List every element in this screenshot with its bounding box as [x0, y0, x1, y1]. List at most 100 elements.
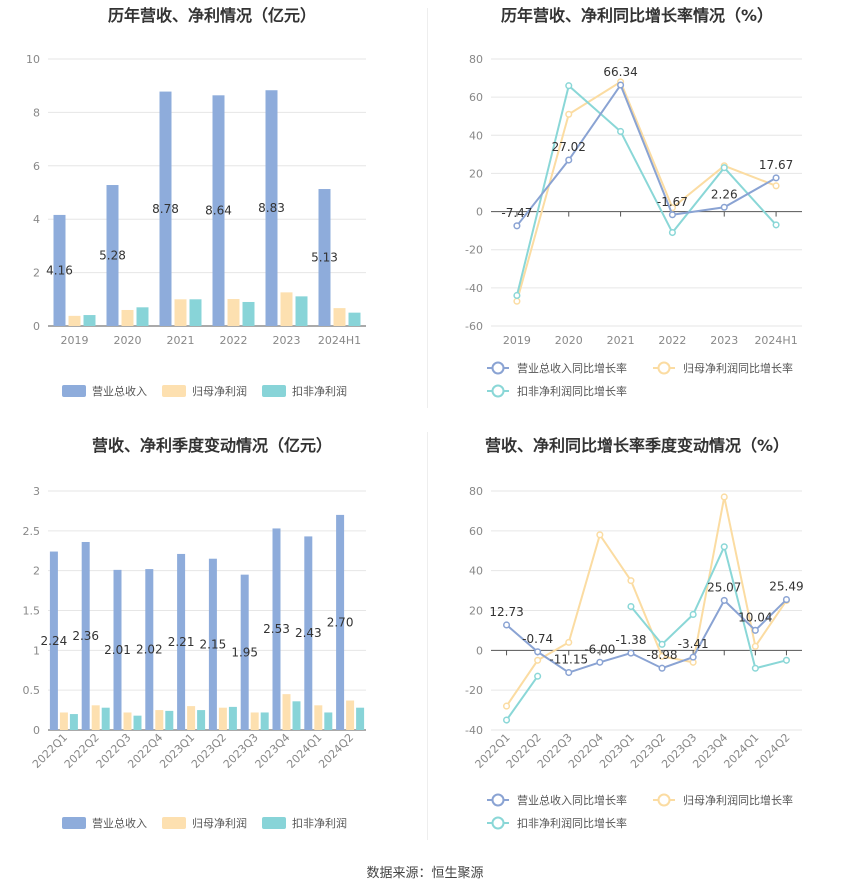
bar-value-label: 2.36 [72, 629, 99, 643]
x-tick-label: 2020 [114, 334, 142, 347]
x-tick-label: 2022 [658, 334, 686, 347]
legend-label: 扣非净利润同比增长率 [517, 384, 627, 398]
x-tick-label: 2024H1 [754, 334, 797, 347]
legend-marker-swatch [491, 361, 505, 375]
legend-marker-swatch [491, 793, 505, 807]
y-tick-label: 6 [33, 160, 40, 173]
legend-label: 归母净利润 [192, 384, 247, 398]
legend-swatch [262, 817, 286, 829]
x-tick-label: 2019 [61, 334, 89, 347]
point-2023Q4-营业总收入同比增长率 [720, 596, 728, 604]
legend-label: 归母净利润 [192, 816, 247, 830]
x-tick-label: 2020 [555, 334, 583, 347]
point-2024H1-扣非净利润同比增长率 [772, 221, 780, 229]
point-value-label: -8.98 [647, 648, 678, 662]
y-tick-label: 3 [33, 485, 40, 498]
bar-value-label: 8.78 [152, 202, 179, 216]
y-tick-label: 60 [469, 91, 483, 104]
legend-label: 营业总收入同比增长率 [517, 361, 627, 375]
bar-value-label: 2.53 [263, 622, 290, 636]
legend-marker-swatch [657, 793, 671, 807]
annual-revenue-profit-chart: 历年营收、净利情况（亿元） 0 2 4 6 8 10 4.16 2019 5.28 2020 8.78… [0, 0, 425, 430]
point-value-label: 10.04 [738, 610, 772, 624]
point-2023Q4-扣非净利润同比增长率 [720, 543, 728, 551]
point-2019-归母净利润同比增长率 [513, 297, 521, 305]
y-tick-label: 40 [469, 565, 483, 578]
point-value-label: 2.26 [711, 187, 738, 201]
point-value-label: -6.00 [584, 642, 615, 656]
y-tick-label: -20 [465, 244, 483, 257]
legend-label: 扣非净利润同比增长率 [517, 816, 627, 830]
point-2022Q2-归母净利润同比增长率 [534, 656, 542, 664]
x-tick-label: 2021 [607, 334, 635, 347]
legend-swatch [162, 385, 186, 397]
point-value-label: -7.47 [501, 206, 532, 220]
point-value-label: 12.73 [489, 605, 523, 619]
point-2020-扣非净利润同比增长率 [565, 82, 573, 90]
bar-2023-归母净利润 [280, 292, 293, 326]
bar-value-label: 1.95 [231, 645, 258, 659]
quarterly-growth-rate-chart: 营收、净利同比增长率季度变动情况（%） -40 -20 0 20 40 60 80 2022Q1… [425, 430, 850, 860]
y-tick-label: 0 [33, 320, 40, 333]
legend-label: 归母净利润同比增长率 [683, 793, 793, 807]
bar-2024Q2-营业总收入 [336, 514, 345, 730]
point-2024Q1-归母净利润同比增长率 [751, 642, 759, 650]
chart-svg: 历年营收、净利情况（亿元） 0 2 4 6 8 10 4.16 2019 5.28 2020 8.78… [26, 6, 366, 398]
bar-2021-归母净利润 [174, 299, 187, 326]
bar-2023Q1-归母净利润 [187, 706, 196, 730]
bar-2023Q4-营业总收入 [272, 528, 281, 730]
x-tick-label: 2021 [167, 334, 195, 347]
point-2019-营业总收入同比增长率 [513, 222, 521, 230]
point-2024Q2-扣非净利润同比增长率 [782, 656, 791, 664]
point-value-label: 25.07 [707, 580, 741, 594]
bar-2023Q2-扣非净利润 [228, 706, 237, 730]
legend-swatch [262, 385, 286, 397]
x-tick-label: 2023 [273, 334, 301, 347]
bar-2022Q4-归母净利润 [155, 710, 164, 730]
bar-2023-扣非净利润 [295, 296, 308, 326]
quarterly-revenue-profit-chart: 营收、净利季度变动情况（亿元） 0 0.5 1 1.5 2 2.5 3 2.24 2022Q1 2.… [0, 430, 425, 860]
point-2023Q2-营业总收入同比增长率 [658, 664, 666, 672]
legend-swatch [62, 817, 86, 829]
bar-2022Q2-扣非净利润 [101, 707, 110, 730]
x-tick-label: 2024H1 [318, 334, 361, 347]
chart-svg: 历年营收、净利同比增长率情况（%） -60 -40 -20 0 20 40 60 80 2019 2… [465, 6, 802, 398]
legend-swatch [162, 817, 186, 829]
bar-2022Q3-扣非净利润 [133, 715, 142, 730]
bar-value-label: 8.83 [258, 201, 285, 215]
bar-2022Q1-归母净利润 [59, 712, 68, 730]
y-tick-label: 0 [476, 206, 483, 219]
bar-value-label: 4.16 [46, 263, 73, 277]
bar-2023Q2-归母净利润 [218, 707, 227, 730]
x-tick-label: 2022 [220, 334, 248, 347]
bar-2022Q4-扣非净利润 [165, 710, 174, 730]
point-value-label: 17.67 [759, 158, 793, 172]
bar-2023Q2-营业总收入 [208, 558, 217, 730]
bar-2019-归母净利润 [68, 315, 81, 326]
point-2022Q4-归母净利润同比增长率 [596, 531, 604, 539]
point-2023Q4-归母净利润同比增长率 [720, 493, 728, 501]
point-2021-营业总收入同比增长率 [617, 81, 625, 89]
bar-2024H1-归母净利润 [333, 308, 346, 326]
series-line-扣非净利润同比增长率 [505, 675, 539, 721]
point-value-label: 25.49 [769, 580, 803, 594]
bar-value-label: 5.28 [99, 249, 126, 263]
series-line-营业总收入同比增长率 [516, 82, 777, 227]
annual-growth-rate-chart: 历年营收、净利同比增长率情况（%） -60 -40 -20 0 20 40 60 80 2019 2… [425, 0, 850, 430]
vertical-divider-top [427, 8, 428, 408]
point-2022Q1-营业总收入同比增长率 [503, 621, 511, 629]
bar-2022-扣非净利润 [242, 301, 255, 326]
bar-2023Q1-营业总收入 [177, 553, 186, 730]
chart-svg: 营收、净利季度变动情况（亿元）00.511.522.532.242022Q12.… [23, 436, 366, 830]
y-tick-label: 2 [33, 267, 40, 280]
point-2023Q2-归母净利润同比增长率 [658, 652, 666, 660]
bar-value-label: 2.70 [327, 615, 354, 629]
point-2023Q3-营业总收入同比增长率 [689, 653, 697, 661]
bar-2022Q4-营业总收入 [145, 569, 154, 730]
bar-2024Q1-营业总收入 [304, 536, 313, 730]
point-2023-扣非净利润同比增长率 [720, 164, 728, 172]
bar-2023Q1-扣非净利润 [197, 710, 206, 730]
point-2023Q3-扣非净利润同比增长率 [689, 610, 697, 619]
chart-title: 营收、净利季度变动情况（亿元） [92, 436, 332, 455]
point-2024H1-归母净利润同比增长率 [772, 182, 780, 190]
